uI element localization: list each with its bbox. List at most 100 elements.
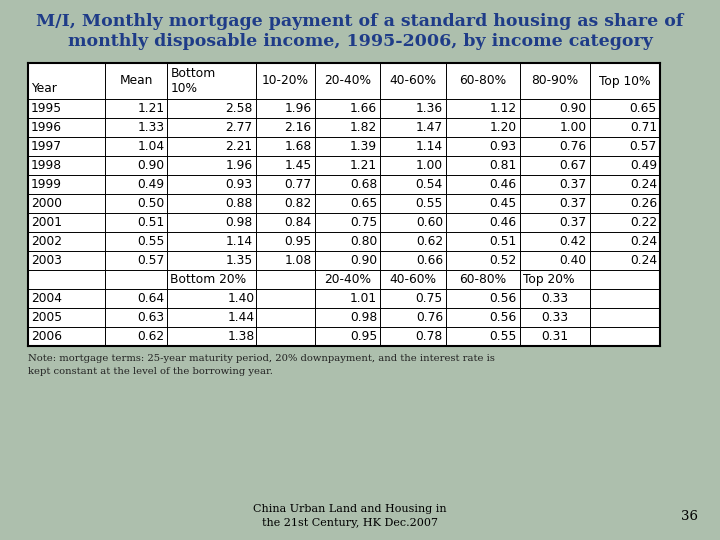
Text: 2005: 2005: [31, 311, 62, 324]
Text: 1997: 1997: [31, 140, 62, 153]
Text: 1.44: 1.44: [228, 311, 254, 324]
Text: 1.00: 1.00: [559, 121, 587, 134]
Text: 1.96: 1.96: [225, 159, 253, 172]
Text: 0.90: 0.90: [559, 102, 587, 115]
Text: 1.96: 1.96: [284, 102, 312, 115]
Text: 0.62: 0.62: [138, 330, 164, 343]
Text: 2.77: 2.77: [225, 121, 253, 134]
Text: 0.90: 0.90: [138, 159, 164, 172]
Text: 1.66: 1.66: [350, 102, 377, 115]
Text: 0.55: 0.55: [415, 197, 443, 210]
Text: 1.20: 1.20: [490, 121, 516, 134]
Text: 0.84: 0.84: [284, 216, 312, 229]
Text: 0.95: 0.95: [350, 330, 377, 343]
Text: 1995: 1995: [31, 102, 62, 115]
Text: 2000: 2000: [31, 197, 62, 210]
Text: 1.35: 1.35: [225, 254, 253, 267]
Text: 0.67: 0.67: [559, 159, 587, 172]
Text: 40-60%: 40-60%: [390, 75, 436, 87]
Text: 2006: 2006: [31, 330, 62, 343]
Text: 0.22: 0.22: [630, 216, 657, 229]
Text: 1.08: 1.08: [284, 254, 312, 267]
Text: 0.76: 0.76: [559, 140, 587, 153]
Text: 0.65: 0.65: [350, 197, 377, 210]
Text: Year: Year: [31, 83, 57, 96]
Text: 0.98: 0.98: [225, 216, 253, 229]
Text: 0.78: 0.78: [415, 330, 443, 343]
Text: 0.76: 0.76: [416, 311, 443, 324]
Text: 2.21: 2.21: [225, 140, 253, 153]
Text: 0.55: 0.55: [137, 235, 164, 248]
Text: 0.82: 0.82: [284, 197, 312, 210]
Text: 2001: 2001: [31, 216, 62, 229]
Text: 1.21: 1.21: [138, 102, 164, 115]
Text: 0.60: 0.60: [416, 216, 443, 229]
Text: 0.98: 0.98: [350, 311, 377, 324]
Text: 2.58: 2.58: [225, 102, 253, 115]
Text: monthly disposable income, 1995-2006, by income category: monthly disposable income, 1995-2006, by…: [68, 33, 652, 51]
Text: 0.24: 0.24: [630, 235, 657, 248]
Text: 10-20%: 10-20%: [261, 75, 309, 87]
Text: 0.56: 0.56: [490, 311, 516, 324]
Text: 0.42: 0.42: [559, 235, 587, 248]
Text: 40-60%: 40-60%: [390, 273, 436, 286]
Text: 1.12: 1.12: [490, 102, 516, 115]
Text: 0.62: 0.62: [416, 235, 443, 248]
Text: 0.37: 0.37: [559, 216, 587, 229]
Text: 0.65: 0.65: [630, 102, 657, 115]
Text: 0.46: 0.46: [490, 178, 516, 191]
Text: 0.24: 0.24: [630, 254, 657, 267]
Text: 0.54: 0.54: [415, 178, 443, 191]
Text: Bottom: Bottom: [171, 66, 215, 79]
Text: 0.52: 0.52: [490, 254, 516, 267]
Text: 1.40: 1.40: [228, 292, 254, 305]
Text: 10%: 10%: [171, 83, 197, 96]
Text: 2004: 2004: [31, 292, 62, 305]
Text: 0.55: 0.55: [489, 330, 516, 343]
Text: 0.88: 0.88: [225, 197, 253, 210]
Text: 0.81: 0.81: [490, 159, 516, 172]
Text: 0.49: 0.49: [138, 178, 164, 191]
Text: 0.63: 0.63: [138, 311, 164, 324]
Text: 0.57: 0.57: [630, 140, 657, 153]
Text: 1.00: 1.00: [416, 159, 443, 172]
Text: 0.50: 0.50: [137, 197, 164, 210]
Text: 0.77: 0.77: [284, 178, 312, 191]
Text: 1.04: 1.04: [138, 140, 164, 153]
Text: Mean: Mean: [120, 75, 153, 87]
Text: 36: 36: [681, 510, 698, 523]
Text: 1.14: 1.14: [225, 235, 253, 248]
Text: 0.68: 0.68: [350, 178, 377, 191]
Text: 1.21: 1.21: [350, 159, 377, 172]
Text: 0.80: 0.80: [350, 235, 377, 248]
Text: 0.46: 0.46: [490, 216, 516, 229]
Text: Top 10%: Top 10%: [599, 75, 651, 87]
Text: 1.39: 1.39: [350, 140, 377, 153]
Text: M/I, Monthly mortgage payment of a standard housing as share of: M/I, Monthly mortgage payment of a stand…: [36, 14, 684, 30]
Text: 0.49: 0.49: [630, 159, 657, 172]
Text: 0.64: 0.64: [138, 292, 164, 305]
Text: 60-80%: 60-80%: [459, 75, 506, 87]
Text: 2002: 2002: [31, 235, 62, 248]
Text: 0.31: 0.31: [541, 330, 568, 343]
Text: Bottom 20%: Bottom 20%: [171, 273, 246, 286]
Text: 0.37: 0.37: [559, 197, 587, 210]
Text: 1.33: 1.33: [138, 121, 164, 134]
Text: 0.66: 0.66: [416, 254, 443, 267]
Text: Note: mortgage terms: 25-year maturity period, 20% downpayment, and the interest: Note: mortgage terms: 25-year maturity p…: [28, 354, 495, 375]
Text: 0.45: 0.45: [490, 197, 516, 210]
Text: 0.95: 0.95: [284, 235, 312, 248]
Text: 0.40: 0.40: [559, 254, 587, 267]
Text: 0.51: 0.51: [490, 235, 516, 248]
Text: 1998: 1998: [31, 159, 62, 172]
Text: 0.90: 0.90: [350, 254, 377, 267]
Text: 1.14: 1.14: [416, 140, 443, 153]
Text: 0.33: 0.33: [541, 292, 568, 305]
Text: 0.33: 0.33: [541, 311, 568, 324]
Text: 0.75: 0.75: [350, 216, 377, 229]
Text: 1.47: 1.47: [416, 121, 443, 134]
Text: 0.26: 0.26: [630, 197, 657, 210]
Text: 0.51: 0.51: [137, 216, 164, 229]
Text: 20-40%: 20-40%: [324, 273, 371, 286]
Text: 1.36: 1.36: [416, 102, 443, 115]
